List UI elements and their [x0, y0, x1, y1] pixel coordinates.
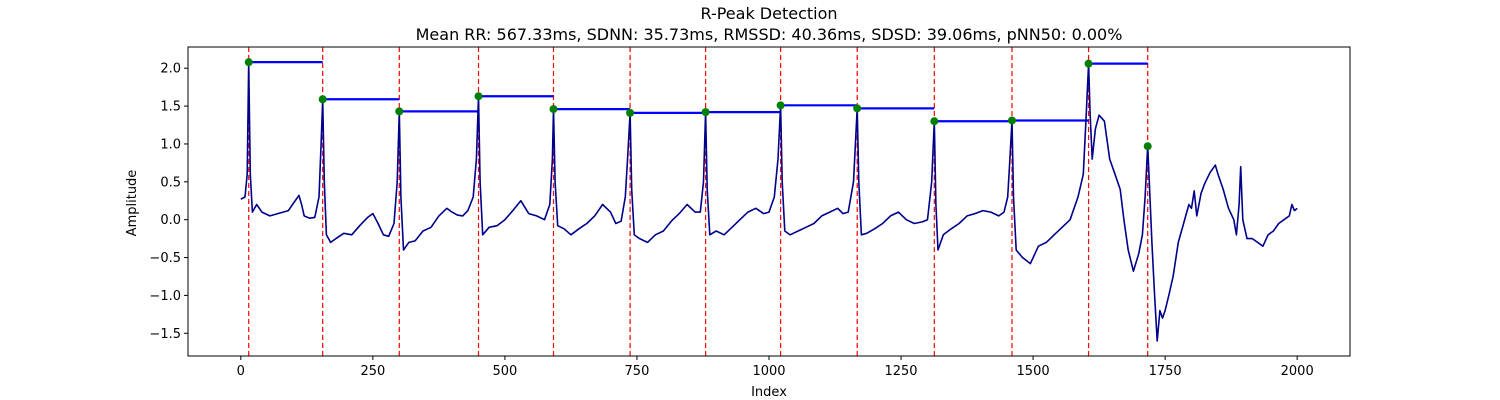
peak-marker [1084, 59, 1093, 68]
peak-marker [318, 95, 327, 104]
x-tick-label: 1750 [1149, 364, 1182, 379]
axes-frame [187, 46, 1351, 357]
y-axis-label: Amplitude [125, 170, 140, 237]
plot-frame [187, 46, 1351, 357]
x-tick-label: 1000 [752, 364, 785, 379]
chart-subtitle: Mean RR: 567.33ms, SDNN: 35.73ms, RMSSD:… [416, 25, 1123, 44]
peak-marker [853, 104, 862, 113]
x-tick-label: 1250 [884, 364, 917, 379]
peak-lines [248, 47, 1149, 356]
x-axis-label: Index [751, 385, 787, 400]
x-tick-label: 2000 [1281, 364, 1314, 379]
y-tick-label: −1.0 [149, 289, 181, 304]
peak-marker [1007, 116, 1016, 125]
signal-series [240, 61, 1298, 342]
y-tick-label: 0.5 [160, 175, 181, 190]
x-tick-label: 250 [360, 364, 385, 379]
y-tick-label: 0.0 [160, 213, 181, 228]
peak-marker [395, 107, 404, 116]
y-tick-label: −0.5 [149, 251, 181, 266]
peak-marker [474, 92, 483, 101]
ecg-signal-line [240, 61, 1298, 342]
y-tick-label: 2.0 [160, 62, 181, 77]
y-tick-label: −1.5 [149, 327, 181, 342]
y-axis-ticks: −1.5 −1.0 −0.5 0.0 0.5 1.0 1.5 2.0 [149, 62, 188, 342]
peak-marker [244, 58, 253, 67]
peak-marker [1143, 142, 1152, 151]
x-tick-label: 1500 [1017, 364, 1050, 379]
peak-marker [930, 117, 939, 126]
peak-marker [776, 101, 785, 110]
peak-marker [701, 108, 710, 117]
peak-markers [244, 58, 1152, 151]
rr-segments [248, 61, 1148, 123]
y-tick-label: 1.0 [160, 137, 181, 152]
x-tick-label: 750 [625, 364, 650, 379]
x-axis-ticks: 0 250 500 750 1000 1250 1500 1750 2000 [237, 356, 1314, 379]
peak-marker [549, 105, 558, 114]
x-tick-label: 0 [237, 364, 245, 379]
peak-marker [626, 108, 635, 117]
chart-title: R-Peak Detection [700, 4, 837, 23]
y-tick-label: 1.5 [160, 100, 181, 115]
x-tick-label: 500 [492, 364, 517, 379]
